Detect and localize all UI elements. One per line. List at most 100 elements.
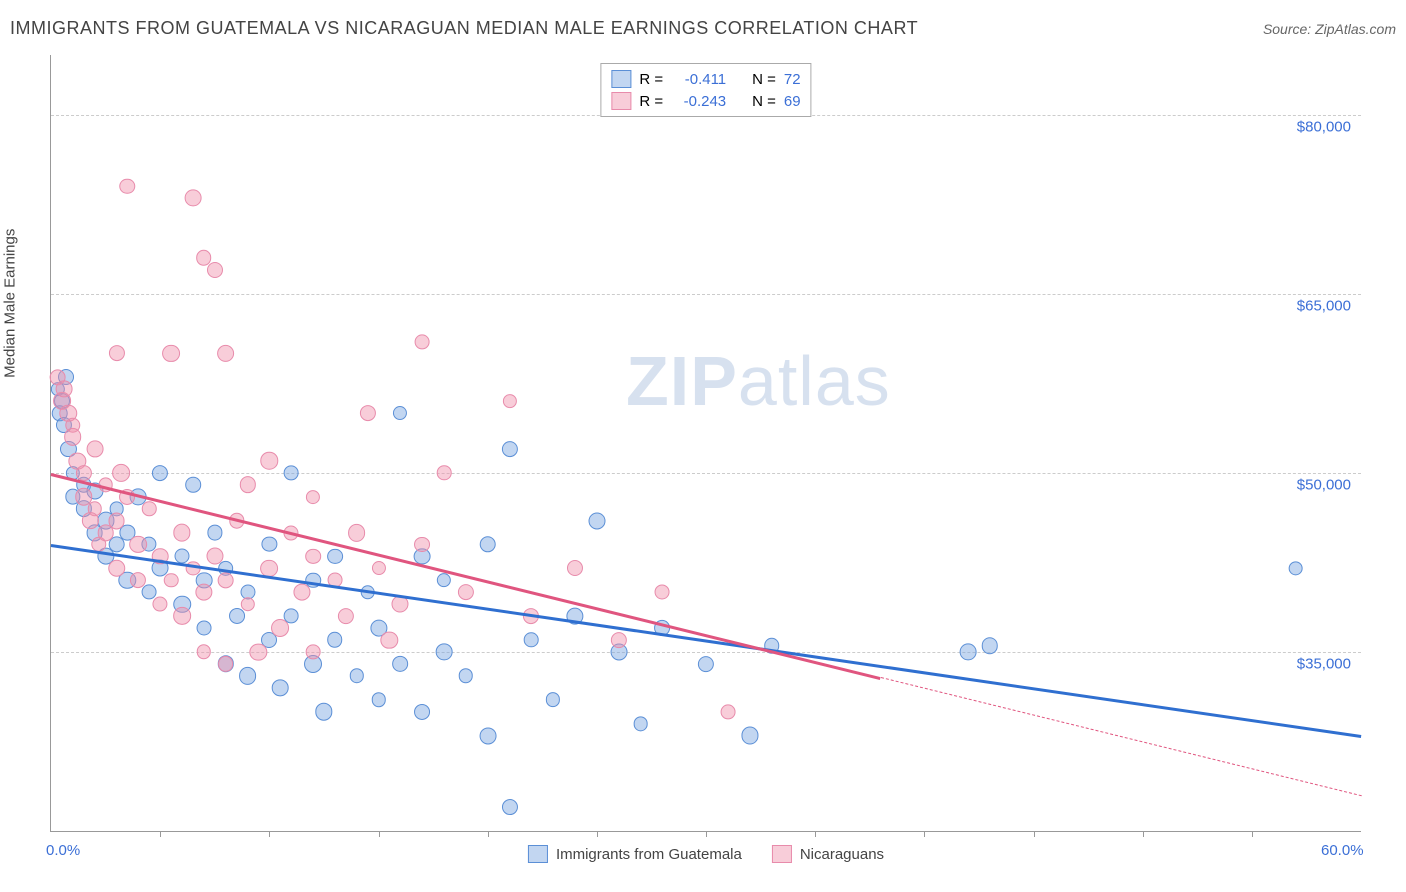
data-point xyxy=(437,573,451,587)
data-point xyxy=(112,464,130,482)
data-point xyxy=(164,573,179,588)
data-point xyxy=(272,679,289,696)
trend-line xyxy=(881,677,1362,796)
data-point xyxy=(327,632,343,648)
data-point xyxy=(306,645,321,660)
series-name: Nicaraguans xyxy=(800,846,884,863)
data-point xyxy=(239,477,255,493)
legend-row: R =-0.411N =72 xyxy=(611,68,800,90)
series-legend: Immigrants from Guatemala Nicaraguans xyxy=(528,845,884,863)
data-point xyxy=(108,560,126,578)
data-point xyxy=(479,727,496,744)
x-tick xyxy=(379,831,380,837)
data-point xyxy=(195,584,212,601)
data-point xyxy=(162,345,180,363)
data-point xyxy=(217,345,235,363)
data-point xyxy=(197,645,211,659)
data-point xyxy=(414,537,430,553)
legend-swatch xyxy=(772,845,792,863)
data-point xyxy=(239,667,257,685)
legend-item: Immigrants from Guatemala xyxy=(528,845,742,863)
data-point xyxy=(284,465,299,480)
y-tick-label: $80,000 xyxy=(1297,118,1351,135)
data-point xyxy=(698,656,714,672)
data-point xyxy=(982,638,999,655)
data-point xyxy=(173,607,191,625)
data-point xyxy=(271,619,289,637)
data-point xyxy=(261,452,278,469)
data-point xyxy=(338,608,354,624)
data-point xyxy=(393,406,407,420)
data-point xyxy=(64,428,82,446)
data-point xyxy=(359,405,375,421)
data-point xyxy=(185,190,202,207)
watermark-text: ZIPatlas xyxy=(626,341,891,421)
data-point xyxy=(108,345,124,361)
data-point xyxy=(501,799,517,815)
data-point xyxy=(459,669,474,684)
data-point xyxy=(229,608,245,624)
data-point xyxy=(86,441,103,458)
data-point xyxy=(524,633,539,648)
data-point xyxy=(306,490,320,504)
x-tick xyxy=(160,831,161,837)
gridline xyxy=(51,652,1361,653)
data-point xyxy=(381,631,398,648)
data-point xyxy=(315,703,332,720)
legend-swatch xyxy=(528,845,548,863)
data-point xyxy=(185,477,201,493)
data-point xyxy=(348,524,366,542)
x-tick xyxy=(269,831,270,837)
data-point xyxy=(415,334,430,349)
data-point xyxy=(196,621,211,636)
chart-title: IMMIGRANTS FROM GUATEMALA VS NICARAGUAN … xyxy=(10,18,918,39)
gridline xyxy=(51,294,1361,295)
x-tick xyxy=(1034,831,1035,837)
correlation-legend: R =-0.411N =72R = -0.243 N = 69 xyxy=(600,63,811,117)
data-point xyxy=(633,716,648,731)
data-point xyxy=(436,644,453,661)
legend-swatch xyxy=(611,92,631,110)
data-point xyxy=(501,441,517,457)
n-value: 69 xyxy=(784,93,801,110)
data-point xyxy=(502,394,516,408)
series-name: Immigrants from Guatemala xyxy=(556,846,742,863)
x-tick-label: 60.0% xyxy=(1321,842,1364,859)
data-point xyxy=(129,536,147,554)
x-tick xyxy=(924,831,925,837)
gridline xyxy=(51,473,1361,474)
data-point xyxy=(392,656,408,672)
data-point xyxy=(294,584,311,601)
n-label: N = xyxy=(752,71,776,88)
data-point xyxy=(207,525,222,540)
legend-item: Nicaraguans xyxy=(772,845,884,863)
y-axis-label: Median Male Earnings xyxy=(2,228,19,377)
x-tick xyxy=(815,831,816,837)
data-point xyxy=(153,597,168,612)
x-tick-label: 0.0% xyxy=(46,842,80,859)
x-tick xyxy=(1143,831,1144,837)
data-point xyxy=(240,597,254,611)
data-point xyxy=(217,572,234,589)
y-tick-label: $50,000 xyxy=(1297,476,1351,493)
data-point xyxy=(349,669,363,683)
data-point xyxy=(206,548,223,565)
data-point xyxy=(250,643,267,660)
x-tick xyxy=(1252,831,1253,837)
data-point xyxy=(120,179,135,194)
r-value: -0.243 xyxy=(671,93,726,110)
data-point xyxy=(327,549,343,565)
chart-plot-area: ZIPatlas $80,000$65,000$50,000$35,0000.0… xyxy=(50,55,1361,832)
r-label: R = xyxy=(639,71,663,88)
data-point xyxy=(437,466,452,481)
x-tick xyxy=(597,831,598,837)
data-point xyxy=(56,381,73,398)
data-point xyxy=(305,549,321,565)
data-point xyxy=(173,524,190,541)
data-point xyxy=(960,644,977,661)
data-point xyxy=(414,704,430,720)
data-point xyxy=(207,262,223,278)
data-point xyxy=(152,465,168,481)
data-point xyxy=(371,561,385,575)
data-point xyxy=(479,536,496,553)
